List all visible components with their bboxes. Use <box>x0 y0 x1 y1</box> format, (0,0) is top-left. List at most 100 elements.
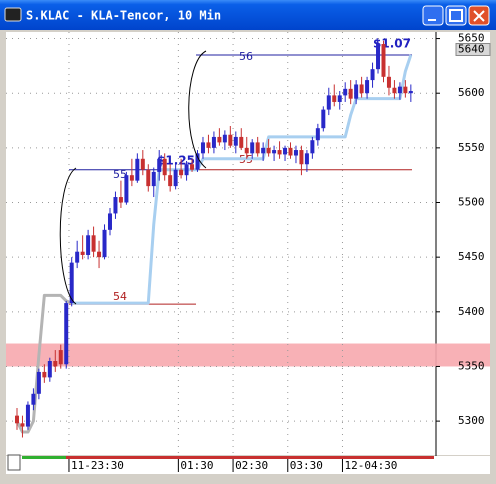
candle-body <box>162 158 167 176</box>
last-price-label: 5640 <box>458 42 485 55</box>
candle-body <box>86 235 91 255</box>
indicator-line <box>15 293 73 434</box>
candle-body <box>239 136 244 148</box>
candle-body <box>25 404 30 427</box>
candle-body <box>365 80 370 94</box>
candle-body <box>332 95 337 102</box>
y-tick-label: 5300 <box>458 414 485 427</box>
candle-body <box>206 142 211 148</box>
candle-body <box>293 150 298 156</box>
candle-body <box>107 213 112 230</box>
scroll-red <box>66 456 434 459</box>
candle-body <box>102 229 107 258</box>
level-label: 55 <box>113 168 127 181</box>
candle-body <box>408 91 413 94</box>
candle-body <box>376 44 381 70</box>
candle-body <box>211 136 216 148</box>
candle-body <box>343 88 348 96</box>
minimize-button[interactable] <box>422 5 444 26</box>
candle-body <box>266 147 271 154</box>
arc <box>59 167 77 305</box>
corner-box <box>7 454 21 471</box>
x-tick-label: 01:30 <box>180 459 213 472</box>
indicator-line <box>71 54 413 305</box>
level-label: 54 <box>113 290 127 303</box>
candle-body <box>47 361 52 378</box>
x-tick-label: 11-23:30 <box>71 459 124 472</box>
candle-body <box>283 147 288 155</box>
x-tick-label: 12-04:30 <box>344 459 397 472</box>
maximize-glyph <box>449 9 463 22</box>
candle-body <box>168 175 173 187</box>
candle-body <box>272 150 277 154</box>
y-tick-label: 5350 <box>458 359 485 372</box>
candle-body <box>370 69 375 81</box>
arc <box>188 50 207 169</box>
candle-body <box>222 134 227 143</box>
candle-body <box>277 150 282 155</box>
candle-body <box>250 142 255 154</box>
y-tick-label: 5450 <box>458 250 485 263</box>
x-tick-label: 03:30 <box>290 459 323 472</box>
candle-body <box>337 95 342 102</box>
candle-body <box>217 136 222 143</box>
last-price-box <box>455 42 491 56</box>
highlight-band <box>6 343 490 367</box>
candle-body <box>146 169 151 187</box>
y-tick-label: 5550 <box>458 141 485 154</box>
candle-body <box>64 303 69 365</box>
candle-body <box>36 371 41 394</box>
time-axis <box>6 456 490 474</box>
candle-body <box>244 147 249 154</box>
candle-body <box>140 158 145 170</box>
candle-body <box>190 164 195 170</box>
level-label: 56 <box>239 50 253 63</box>
scroll-green <box>22 456 66 459</box>
candle-body <box>20 423 25 427</box>
candle-body <box>124 175 129 203</box>
candle-body <box>113 197 118 214</box>
candle-body <box>321 109 326 129</box>
candle-body <box>173 169 178 187</box>
candle-body <box>288 147 293 156</box>
candle-body <box>200 142 205 154</box>
candle-body <box>69 262 74 304</box>
candle-body <box>15 415 19 424</box>
candle-body <box>233 136 238 146</box>
candle-body <box>403 86 408 94</box>
app-icon <box>4 7 22 22</box>
y-tick-label: 5400 <box>458 305 485 318</box>
candle-body <box>75 251 80 263</box>
candle-body <box>359 84 364 94</box>
candle-body <box>348 88 353 99</box>
plot-area <box>6 32 490 455</box>
candle-body <box>354 84 359 99</box>
candle-body <box>386 76 391 88</box>
candle-body <box>97 251 102 258</box>
candle-body <box>310 140 315 154</box>
candle-body <box>129 175 134 181</box>
candle-body <box>299 150 304 165</box>
candle-body <box>135 158 140 181</box>
window-buttons <box>422 5 490 26</box>
window-title: S.KLAC - KLA-Tencor, 10 Min <box>26 9 221 23</box>
candle-body <box>31 393 36 405</box>
candle-body <box>326 95 331 110</box>
candle-body <box>91 235 96 252</box>
candle-body <box>42 371 47 378</box>
close-glyph <box>473 10 485 22</box>
x-tick-label: 02:30 <box>235 459 268 472</box>
candle-body <box>58 350 63 365</box>
candle-body <box>392 87 397 94</box>
candle-body <box>80 251 85 255</box>
candle-body <box>157 158 162 172</box>
candle-body <box>118 197 123 203</box>
candle-body <box>397 86 402 94</box>
y-tick-label: 5500 <box>458 196 485 209</box>
candle-body <box>53 361 58 367</box>
candle-body <box>184 164 189 176</box>
candle-body <box>261 147 266 154</box>
